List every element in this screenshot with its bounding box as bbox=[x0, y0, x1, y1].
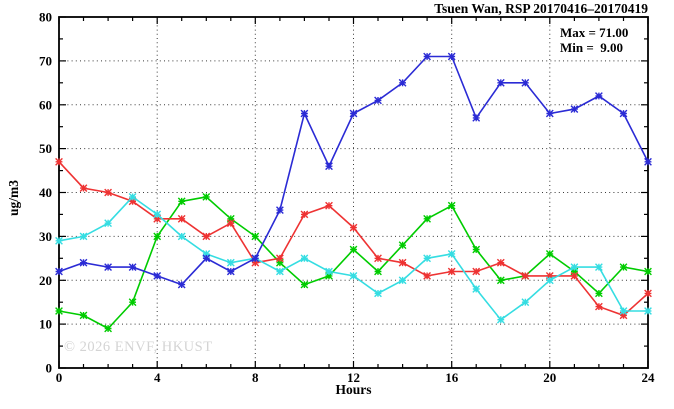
max-annotation: Max = 71.00 bbox=[560, 25, 629, 40]
series-markers-red bbox=[55, 157, 652, 320]
series-line-green bbox=[58, 196, 649, 330]
series-markers-blue bbox=[55, 52, 652, 289]
y-tick-label: 80 bbox=[39, 10, 52, 25]
x-tick-label: 4 bbox=[154, 370, 161, 385]
y-tick-label: 60 bbox=[39, 97, 52, 112]
y-axis-label: ug/m3 bbox=[6, 179, 21, 216]
y-tick-label: 10 bbox=[39, 317, 52, 332]
y-tick-label: 0 bbox=[46, 361, 53, 376]
y-tick-label: 70 bbox=[39, 53, 52, 68]
y-tick-label: 20 bbox=[39, 273, 52, 288]
x-axis-label: Hours bbox=[335, 382, 372, 397]
series-markers-cyan bbox=[55, 193, 652, 324]
x-tick-label: 24 bbox=[642, 370, 656, 385]
x-tick-label: 12 bbox=[347, 370, 360, 385]
x-tick-label: 16 bbox=[445, 370, 459, 385]
x-tick-label: 0 bbox=[56, 370, 63, 385]
watermark: © 2026 ENVF, HKUST bbox=[64, 339, 213, 355]
x-tick-label: 8 bbox=[252, 370, 259, 385]
maxmin-annotation: Max = 71.00 Min = 9.00 bbox=[560, 25, 628, 55]
y-tick-label: 30 bbox=[39, 229, 52, 244]
y-tick-label: 50 bbox=[39, 141, 52, 156]
x-tick-label: 20 bbox=[543, 370, 556, 385]
y-tick-label: 40 bbox=[39, 185, 52, 200]
min-annotation: Min = 9.00 bbox=[560, 40, 624, 55]
chart-title: Tsuen Wan, RSP 20170416–20170419 bbox=[434, 1, 648, 16]
series-line-red bbox=[58, 161, 649, 317]
